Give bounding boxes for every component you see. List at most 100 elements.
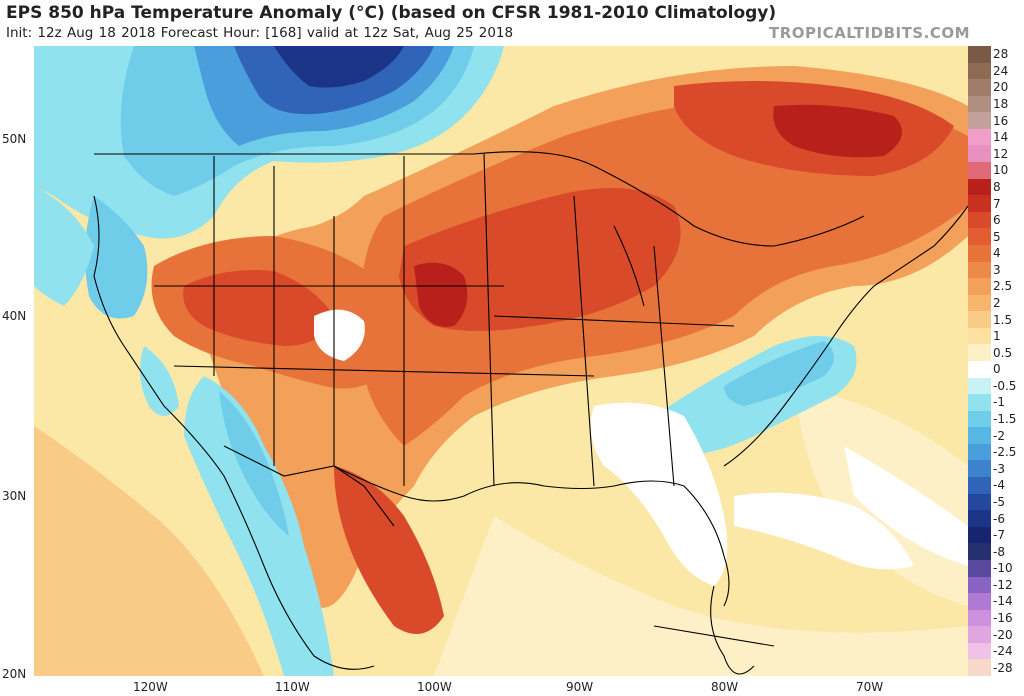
colorbar-swatch — [968, 443, 991, 461]
colorbar-swatch — [968, 477, 991, 495]
colorbar-swatch — [968, 377, 991, 395]
colorbar-swatch — [968, 195, 991, 213]
colorbar-label: -20 — [993, 627, 1013, 642]
colorbar-swatch — [968, 510, 991, 528]
colorbar-swatch — [968, 162, 991, 180]
atlantic-coastline — [723, 205, 968, 467]
colorbar-label: 28 — [993, 47, 1009, 62]
lat-label-50n: 50N — [2, 132, 27, 146]
colorbar-swatch — [968, 278, 991, 296]
colorbar-swatch — [968, 642, 991, 660]
colorbar-label: -2 — [993, 428, 1005, 443]
colorbar-swatch — [968, 62, 991, 80]
colorbar-swatch — [968, 609, 991, 627]
colorbar-swatch — [968, 410, 991, 428]
carolina-cool-core — [724, 341, 834, 406]
colorbar-label: -8 — [993, 544, 1005, 559]
colorbar-swatch — [968, 244, 991, 263]
colorbar-swatch — [968, 79, 991, 97]
colorbar-label: 10 — [993, 163, 1009, 178]
colorbar-label: 4 — [993, 246, 1001, 261]
colorbar-label: 1 — [993, 329, 1001, 344]
lat-label-40n: 40N — [2, 309, 27, 323]
colorbar-label: -5 — [993, 494, 1005, 509]
anomaly-map-canvas — [34, 46, 968, 676]
colorbar-label: 3 — [993, 262, 1001, 277]
colorbar-swatch — [968, 327, 991, 345]
plains-warm-core — [414, 262, 468, 327]
colorbar-swatch — [968, 112, 991, 130]
lon-label-90w: 90W — [566, 680, 594, 694]
pnw-cold-anomaly — [85, 196, 148, 319]
quebec-warm-core — [773, 104, 902, 158]
colorbar-swatch — [968, 145, 991, 163]
colorbar-swatch — [968, 593, 991, 611]
lat-label-30n: 30N — [2, 489, 27, 503]
colorbar-label: -1 — [993, 395, 1005, 410]
colorbar-swatch — [968, 95, 991, 113]
state-line-5 — [483, 153, 495, 487]
colorbar-swatch — [968, 427, 991, 445]
colorbar-label: 0 — [993, 362, 1001, 377]
gulf-coastline — [333, 465, 730, 607]
cuba-outline — [653, 625, 775, 647]
lon-label-120w: 120W — [133, 680, 168, 694]
colorbar-label: 24 — [993, 63, 1009, 78]
state-line-7 — [173, 365, 595, 377]
colorbar-label: 20 — [993, 80, 1009, 95]
florida-coastline — [710, 585, 755, 675]
colorado-neutral — [314, 309, 365, 361]
colorbar-swatch — [968, 626, 991, 644]
colorbar-swatch — [968, 526, 991, 544]
colorbar-label: 2.5 — [993, 279, 1013, 294]
atlantic-neutral — [734, 492, 914, 570]
state-line-9 — [653, 245, 675, 487]
colorbar-label: -7 — [993, 528, 1005, 543]
great-lakes-outline — [613, 225, 645, 307]
colorbar-label: -4 — [993, 478, 1005, 493]
colorbar-label: -6 — [993, 511, 1005, 526]
colorbar-label: 16 — [993, 113, 1009, 128]
colorbar-label: -2.5 — [993, 445, 1017, 460]
pacific-warm-zone — [34, 426, 264, 676]
colorbar-label: -16 — [993, 610, 1013, 625]
state-line-10 — [493, 315, 735, 327]
offshore-cold-anomaly — [34, 186, 94, 306]
gulf-coast-neutral — [590, 402, 728, 586]
brand-watermark: TROPICALTIDBITS.COM — [769, 24, 970, 42]
great-basin-warm — [183, 270, 334, 346]
colorbar-swatch — [968, 228, 991, 246]
cold-anomaly-core — [274, 46, 404, 88]
colorbar-swatch — [968, 460, 991, 478]
colorbar-swatch — [968, 543, 991, 561]
state-line-8 — [573, 195, 595, 487]
colorbar-label: 1.5 — [993, 312, 1013, 327]
colorbar-label: 8 — [993, 179, 1001, 194]
colorbar-label: 2 — [993, 295, 1001, 310]
colorbar-swatch — [968, 261, 991, 279]
socal-cool-anomaly — [140, 346, 179, 416]
colorbar-label: 7 — [993, 196, 1001, 211]
lon-label-80w: 80W — [711, 680, 739, 694]
colorbar-swatch — [968, 576, 991, 594]
colorbar-label: 6 — [993, 213, 1001, 228]
sonora-cool-core — [219, 391, 289, 536]
mexico-warm-anomaly — [334, 466, 444, 634]
colorbar-label: -1.5 — [993, 412, 1017, 427]
colorbar-swatch — [968, 361, 991, 379]
header: EPS 850 hPa Temperature Anomaly (°C) (ba… — [0, 0, 1024, 46]
forecast-subtitle: Init: 12z Aug 18 2018 Forecast Hour: [16… — [6, 25, 514, 41]
colorbar-label: 0.5 — [993, 345, 1013, 360]
colorbar-label: -12 — [993, 577, 1013, 592]
colorbar-swatch — [968, 659, 991, 677]
colorbar-swatch — [968, 493, 991, 511]
colorbar-label: -28 — [993, 660, 1013, 675]
colorbar-label: -3 — [993, 461, 1005, 476]
caribbean-pale-zone — [434, 516, 968, 676]
lon-label-100w: 100W — [417, 680, 452, 694]
colorbar-label: 14 — [993, 130, 1009, 145]
map-title: EPS 850 hPa Temperature Anomaly (°C) (ba… — [6, 3, 777, 23]
pacific-coastline — [93, 195, 375, 670]
colorbar-label: -14 — [993, 594, 1013, 609]
borders — [93, 151, 968, 675]
